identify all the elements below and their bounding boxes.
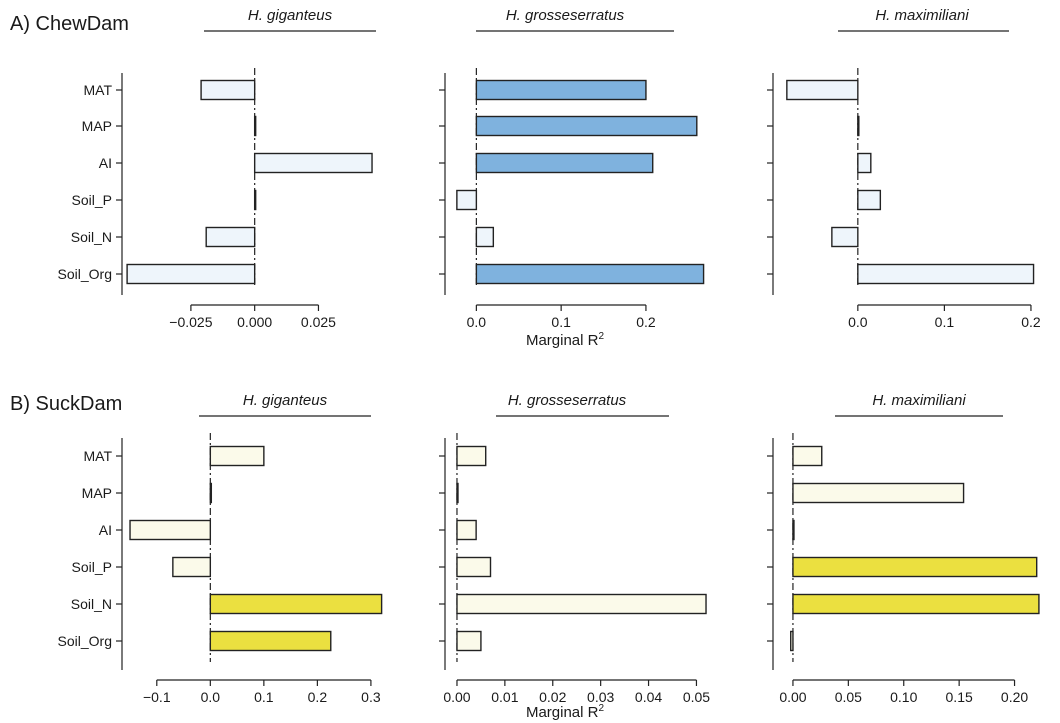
x-tick-label: 0.15 (946, 689, 973, 705)
bar-soil-p (456, 556, 492, 578)
x-tick-label: 0.20 (1001, 689, 1028, 705)
bar-soil-org (209, 630, 332, 652)
subplot-title: H. grosseserratus (508, 392, 627, 409)
x-tick-label: 0.2 (636, 314, 656, 330)
bar-soil-org (475, 263, 705, 285)
category-label: MAP (82, 485, 112, 501)
x-tick-label: 0.01 (491, 689, 518, 705)
x-tick-label: 0.0 (848, 314, 868, 330)
x-tick-label: 0.02 (539, 689, 566, 705)
category-label: MAT (83, 448, 112, 464)
x-tick-label: 0.2 (1021, 314, 1041, 330)
bar-mat (456, 445, 487, 467)
x-tick-label: 0.04 (635, 689, 662, 705)
category-label: Soil_N (71, 229, 112, 245)
x-tick-label: −0.1 (143, 689, 171, 705)
bar-soil-n (475, 226, 495, 248)
category-label: Soil_Org (58, 633, 112, 649)
bar-soil-n (831, 226, 859, 248)
chart-panel-2: H. grosseserratus 0.0 0.1 0.2 (439, 7, 705, 330)
bar-ai (475, 152, 654, 174)
bar-ai (253, 152, 373, 174)
bar-soil-org (857, 263, 1035, 285)
x-tick-label: 0.1 (551, 314, 571, 330)
category-label: Soil_P (72, 559, 112, 575)
panel-label-b: B) SuckDam (10, 393, 122, 415)
category-label: AI (99, 155, 112, 171)
bar-map (253, 115, 257, 137)
category-label: Soil_Org (58, 266, 112, 282)
x-tick-label: 0.00 (443, 689, 470, 705)
category-label: Soil_N (71, 596, 112, 612)
bar-soil-p (456, 189, 478, 211)
bar-soil-p (857, 189, 882, 211)
x-tick-label: −0.025 (169, 314, 212, 330)
x-tick-label: 0.10 (890, 689, 917, 705)
x-tick-label: 0.00 (779, 689, 806, 705)
x-tick-label: 0.025 (301, 314, 336, 330)
bar-ai (792, 519, 795, 541)
chart-panel-1: H. giganteus −0.025 0.000 0.025 MAT MAP AI Soil… (58, 7, 376, 330)
x-tick-label: 0.0 (467, 314, 487, 330)
bar-mat (792, 445, 823, 467)
x-axis-title-suck-sup: 2 (598, 703, 604, 714)
x-axis-title-chew: Marginal R2 (526, 331, 605, 349)
bar-map (209, 482, 213, 504)
bar-mat (475, 79, 647, 101)
bar-soil-n (792, 593, 1040, 615)
subplot-title: H. grosseserratus (506, 7, 625, 24)
bar-soil-org (790, 630, 794, 652)
bar-soil-org (456, 630, 482, 652)
bar-soil-p (792, 556, 1038, 578)
bar-soil-n (205, 226, 256, 248)
category-label: AI (99, 522, 112, 538)
bar-ai (129, 519, 212, 541)
bar-map (792, 482, 965, 504)
x-axis-title-suck-text: Marginal R (526, 704, 599, 721)
chart-panel-4: H. giganteus −0.1 0.0 0.1 0.2 0.3 MAT MAP AI Soil… (58, 392, 383, 705)
bar-mat (786, 79, 859, 101)
bar-ai (456, 519, 477, 541)
bar-soil-org (126, 263, 256, 285)
subplot-title: H. giganteus (248, 7, 333, 24)
x-tick-label: 0.03 (587, 689, 614, 705)
category-label: Soil_P (72, 192, 112, 208)
bar-map (475, 115, 698, 137)
chart-panels: H. giganteus −0.025 0.000 0.025 MAT MAP AI Soil… (58, 7, 1041, 705)
bar-mat (209, 445, 265, 467)
chart-panel-5: H. grosseserratus 0.00 0.01 0.02 0.03 0.04 0.0… (439, 392, 710, 705)
chart-panel-6: H. maximiliani 0.00 0.05 0.10 0.15 0.20 (767, 392, 1040, 705)
subplot-title: H. maximiliani (872, 392, 966, 409)
x-tick-label: 0.05 (835, 689, 862, 705)
bar-map (857, 115, 860, 137)
x-tick-label: 0.000 (237, 314, 272, 330)
subplot-title: H. maximiliani (875, 7, 969, 24)
x-tick-label: 0.1 (935, 314, 955, 330)
bar-soil-n (456, 593, 707, 615)
category-label: MAT (83, 82, 112, 98)
bar-map (456, 482, 459, 504)
bar-mat (200, 79, 256, 101)
x-tick-label: 0.1 (254, 689, 274, 705)
x-axis-title-chew-sup: 2 (598, 331, 604, 342)
category-label: MAP (82, 118, 112, 134)
bar-soil-p (253, 189, 257, 211)
bar-ai (857, 152, 872, 174)
x-tick-label: 0.0 (201, 689, 221, 705)
x-axis-title-chew-text: Marginal R (526, 332, 599, 349)
panel-label-a: A) ChewDam (10, 13, 129, 35)
subplot-title: H. giganteus (243, 392, 328, 409)
x-tick-label: 0.2 (308, 689, 328, 705)
bar-soil-n (209, 593, 383, 615)
x-tick-label: 0.05 (683, 689, 710, 705)
chart-panel-3: H. maximiliani 0.0 0.1 0.2 (767, 7, 1041, 330)
bar-soil-p (172, 556, 212, 578)
x-axis-title-suck: Marginal R2 (526, 703, 605, 721)
x-tick-label: 0.3 (361, 689, 381, 705)
